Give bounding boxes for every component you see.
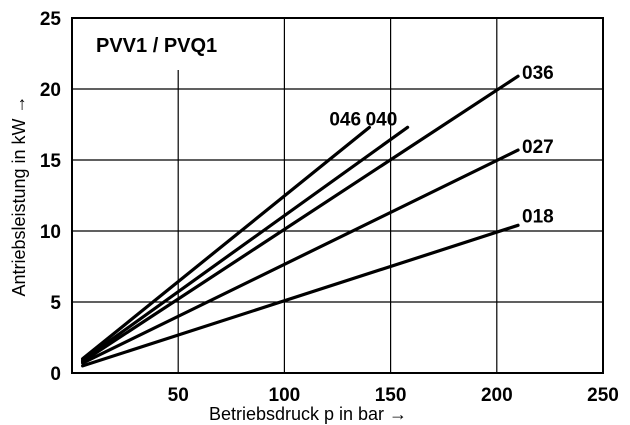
series-line-046 (81, 125, 371, 361)
y-tick-label: 15 (40, 151, 62, 172)
series-line-018 (81, 223, 520, 368)
y-axis-label: Antriebsleistung in kW → (9, 95, 29, 296)
x-axis-label: Betriebsdruck p in bar → (209, 404, 407, 424)
plot-frame (71, 17, 604, 374)
y-tick-label: 10 (40, 222, 61, 243)
x-tick-label: 150 (375, 385, 407, 406)
chart-title: PVV1 / PVQ1 (96, 35, 217, 57)
series-label-036: 036 (522, 63, 554, 84)
series-label-027: 027 (522, 137, 554, 158)
x-tick-label: 200 (481, 385, 513, 406)
y-tick-label: 0 (50, 364, 61, 385)
x-tick-label: 100 (269, 385, 301, 406)
series-line-027 (81, 148, 520, 365)
series-label-018: 018 (522, 206, 554, 227)
series-label-046: 046 (329, 109, 361, 130)
series-lines (81, 74, 520, 368)
series-line-040 (81, 125, 410, 362)
series-label-040: 040 (366, 109, 398, 130)
y-tick-label: 5 (50, 293, 61, 314)
series-labels: 046 040 036 027 018 (329, 63, 553, 227)
series-line-036 (81, 74, 520, 364)
grid (72, 18, 603, 373)
x-tick-label: 50 (168, 385, 189, 406)
y-tick-label: 25 (40, 9, 62, 30)
y-tick-label: 20 (40, 80, 61, 101)
x-tick-label: 250 (587, 385, 619, 406)
tick-labels: 50 100 150 200 250 0 5 10 15 20 25 (40, 9, 619, 406)
